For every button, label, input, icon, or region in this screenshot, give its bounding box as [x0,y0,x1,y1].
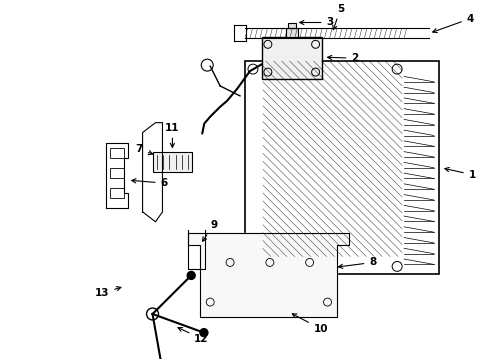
Text: 2: 2 [328,53,359,63]
Text: 7: 7 [136,144,153,155]
Circle shape [187,271,195,279]
Bar [245,61,439,274]
Bar [110,188,123,198]
Bar [110,148,123,158]
Bar [288,23,295,28]
Text: 8: 8 [339,257,376,269]
Polygon shape [188,233,349,317]
Text: 12: 12 [178,328,209,344]
Bar [286,28,298,37]
Bar [262,37,321,79]
Text: 6: 6 [132,178,168,188]
Text: 13: 13 [95,287,121,298]
Bar [110,168,123,178]
Circle shape [200,329,208,337]
Text: 1: 1 [445,167,476,180]
Text: 11: 11 [165,122,180,147]
Text: 5: 5 [333,4,344,30]
Bar [152,152,192,172]
Text: 9: 9 [202,220,218,241]
Text: 10: 10 [293,314,328,334]
Text: 3: 3 [300,18,334,27]
Text: 4: 4 [433,14,474,33]
